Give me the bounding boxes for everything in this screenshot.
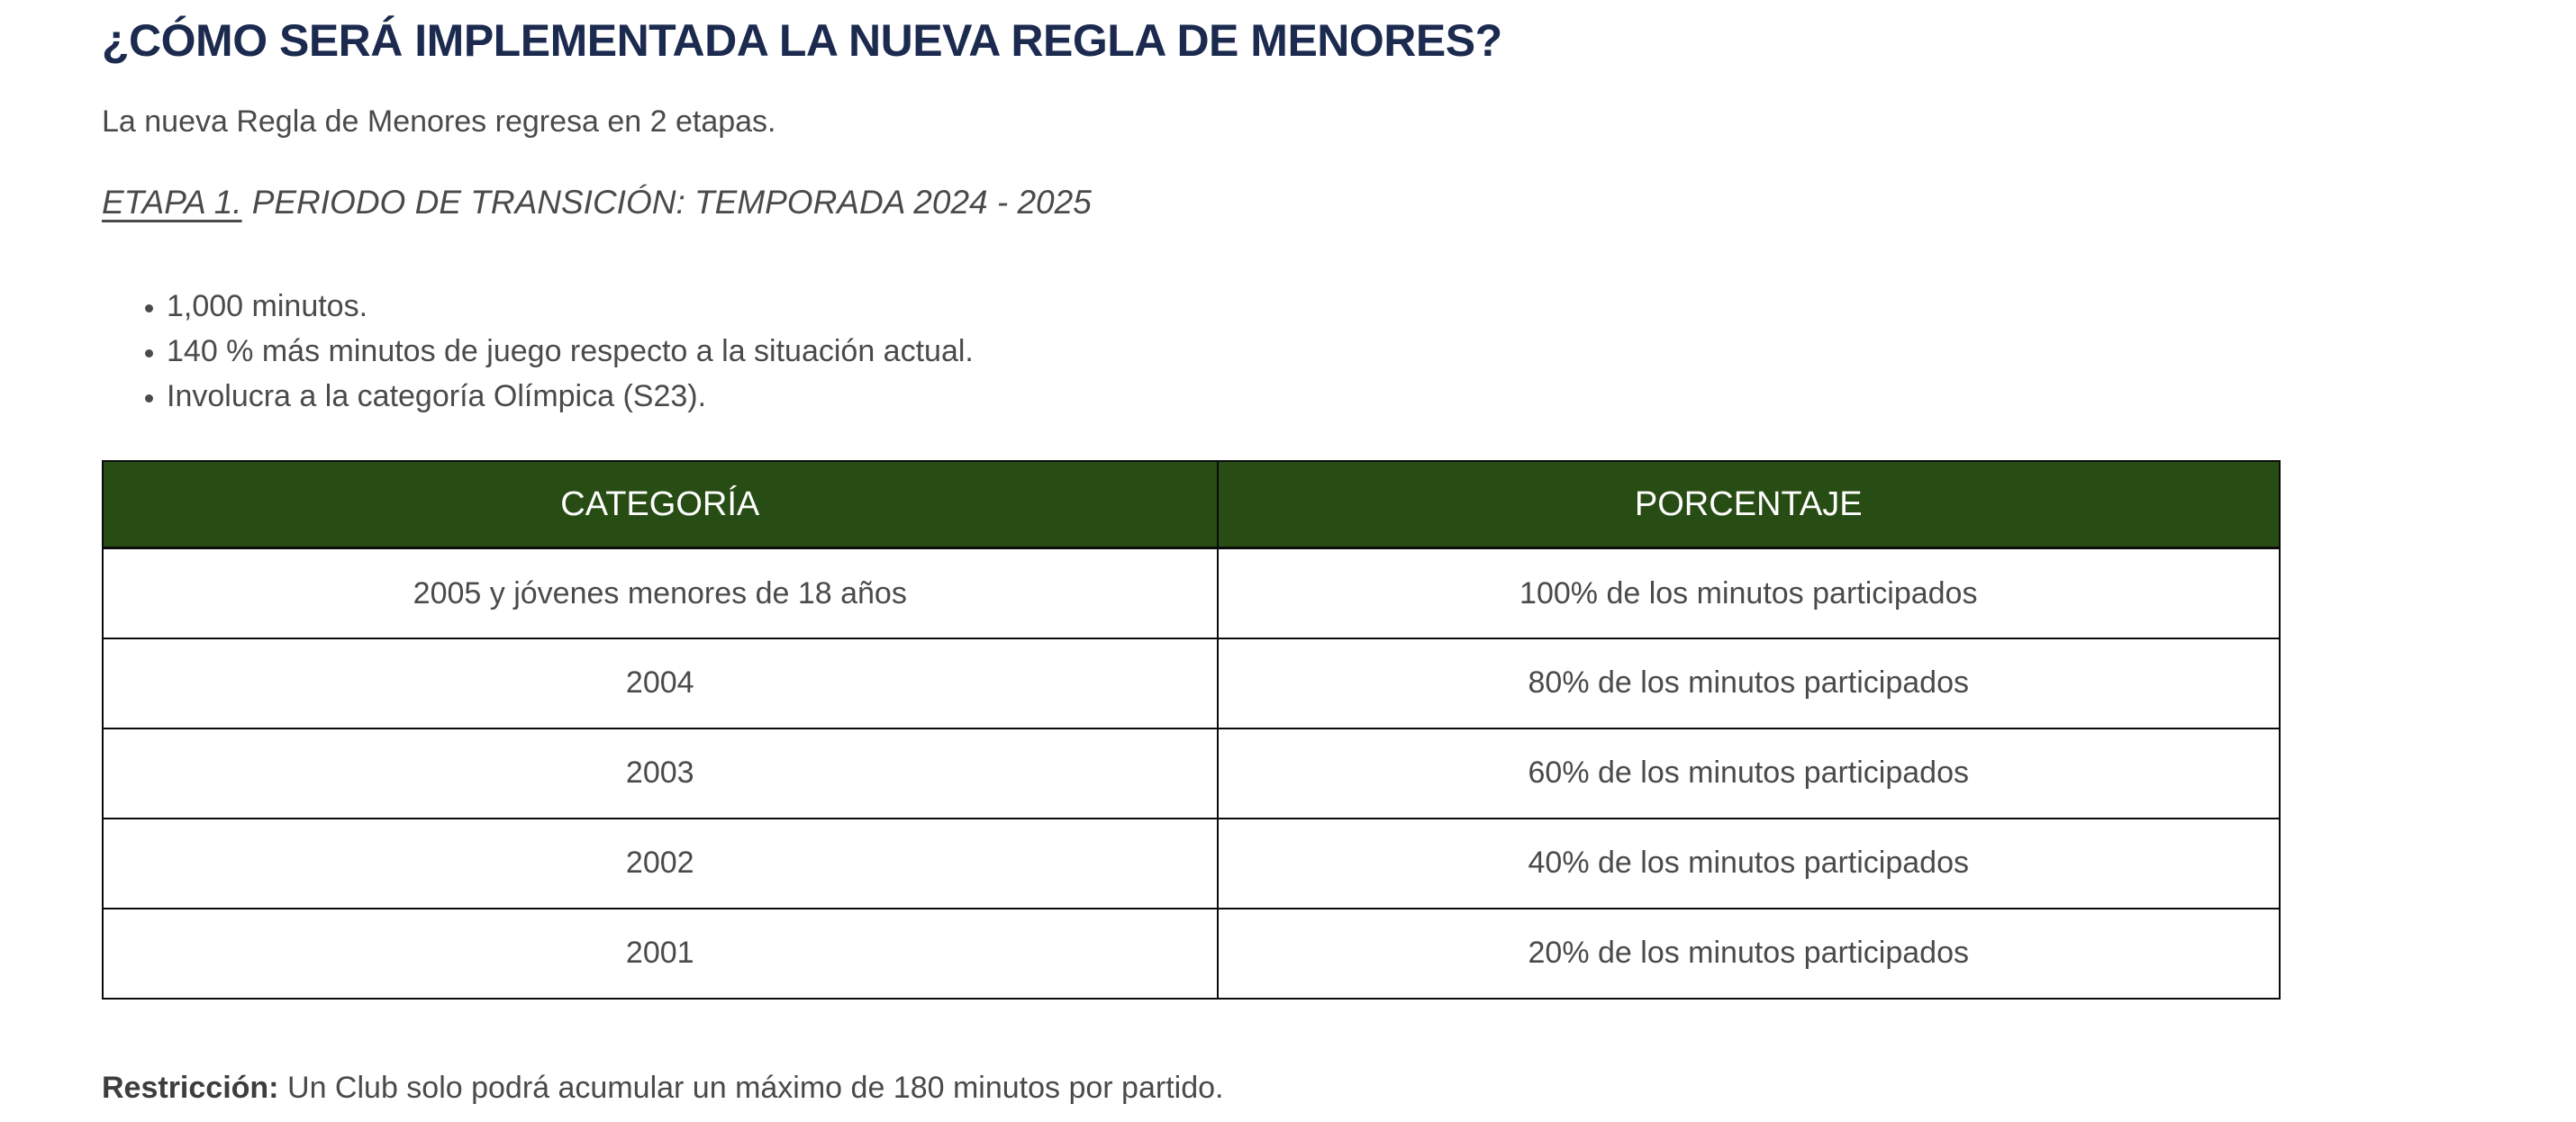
category-cell: 2001 bbox=[102, 907, 1219, 1000]
bullet-item-percentage: 140 % más minutos de juego respecto a la… bbox=[167, 329, 2360, 374]
category-cell: 2002 bbox=[102, 817, 1219, 909]
stage-heading: ETAPA 1. PERIODO DE TRANSICIÓN: TEMPORADA… bbox=[102, 181, 2360, 224]
restriction-note: Restricción: Un Club solo podrá acumular … bbox=[102, 1068, 2360, 1108]
percentage-cell: 40% de los minutos participados bbox=[1216, 817, 2281, 909]
table-header-row: CATEGORÍA PORCENTAJE bbox=[102, 459, 2281, 550]
restriction-text: Un Club solo podrá acumular un máximo de… bbox=[287, 1070, 1224, 1105]
percentage-cell: 60% de los minutos participados bbox=[1216, 727, 2281, 819]
column-header-categoria: CATEGORÍA bbox=[102, 459, 1219, 550]
bullet-item-minutes: 1,000 minutos. bbox=[167, 284, 2360, 329]
category-cell: 2003 bbox=[102, 727, 1219, 819]
percentage-cell: 20% de los minutos participados bbox=[1216, 907, 2281, 1000]
table-row: 2004 80% de los minutos participados bbox=[102, 637, 2281, 729]
bullet-list: 1,000 minutos. 140 % más minutos de jueg… bbox=[102, 284, 2360, 419]
stage-title: PERIODO DE TRANSICIÓN: TEMPORADA 2024 - … bbox=[251, 183, 1092, 221]
table-row: 2003 60% de los minutos participados bbox=[102, 727, 2281, 819]
bullet-item-olympic: Involucra a la categoría Olímpica (S23). bbox=[167, 374, 2360, 419]
table-row: 2001 20% de los minutos participados bbox=[102, 907, 2281, 1000]
table-row: 2005 y jóvenes menores de 18 años 100% d… bbox=[102, 547, 2281, 639]
restriction-label: Restricción: bbox=[102, 1070, 279, 1105]
page-title: ¿CÓMO SERÁ IMPLEMENTADA LA NUEVA REGLA D… bbox=[102, 15, 1502, 66]
percentage-cell: 80% de los minutos participados bbox=[1216, 637, 2281, 729]
minors-rule-table: CATEGORÍA PORCENTAJE 2005 y jóvenes meno… bbox=[102, 459, 2281, 1000]
percentage-cell: 100% de los minutos participados bbox=[1216, 547, 2281, 639]
table-body: 2005 y jóvenes menores de 18 años 100% d… bbox=[102, 547, 2281, 1000]
table-row: 2002 40% de los minutos participados bbox=[102, 817, 2281, 909]
category-cell: 2005 y jóvenes menores de 18 años bbox=[102, 547, 1219, 639]
intro-text: La nueva Regla de Menores regresa en 2 e… bbox=[102, 104, 776, 139]
column-header-porcentaje: PORCENTAJE bbox=[1216, 459, 2281, 550]
category-cell: 2004 bbox=[102, 637, 1219, 729]
table-header: CATEGORÍA PORCENTAJE bbox=[102, 459, 2281, 550]
stage-label: ETAPA 1. bbox=[102, 183, 242, 221]
